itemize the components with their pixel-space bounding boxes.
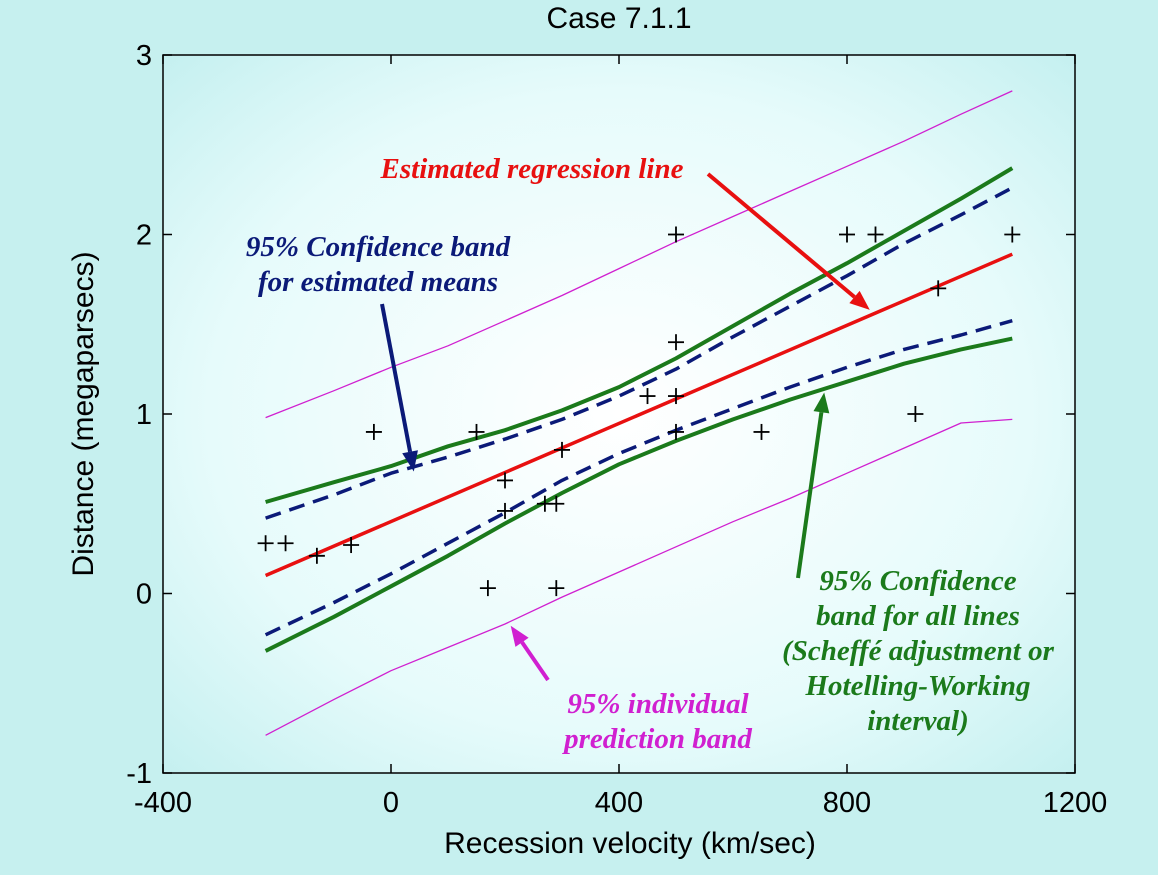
y-axis-label: Distance (megaparsecs): [67, 251, 100, 576]
annotation-confidence-all-lines-line: 95% Confidence: [819, 565, 1016, 597]
axis-ticks: -400 0 400 800 1200 -1 0 1 2 3: [126, 40, 1107, 819]
series-line-regression: [264, 252, 1013, 578]
annotation-confidence-all-lines-line: Hotelling-Working: [804, 670, 1030, 702]
data-point-marker: [930, 280, 947, 297]
annotation-prediction-band-line: 95% individual: [567, 688, 749, 720]
data-point-marker: [1004, 226, 1021, 243]
series-line-pred-lower: [265, 418, 1013, 736]
data-point-marker: [468, 423, 485, 440]
annotation-confidence-means: 95% Confidence band for estimated means: [246, 231, 511, 298]
series-line-ci-lower: [264, 319, 1013, 637]
y-tick-label: 2: [136, 220, 152, 252]
chart-title: Case 7.1.1: [546, 2, 691, 35]
annotation-regression: Estimated regression line: [380, 153, 684, 185]
data-point-marker: [497, 502, 513, 519]
annotation-regression-line: Estimated regression line: [380, 153, 684, 185]
data-point-marker: [907, 406, 924, 422]
annotation-regression-arrow-shaft: [706, 172, 856, 299]
annotations: Estimated regression line 95% Confidence …: [246, 153, 1055, 755]
x-tick-label: 400: [595, 787, 643, 819]
annotation-prediction-band-line: prediction band: [561, 723, 752, 755]
data-point-marker: [365, 423, 382, 440]
annotation-prediction-band: 95% individual prediction band: [561, 688, 752, 755]
data-point-marker: [668, 226, 684, 243]
x-tick-label: 800: [823, 787, 871, 819]
series-line-scheffe-upper: [265, 166, 1014, 504]
data-point-marker: [343, 537, 360, 554]
annotation-confidence-means-arrow-shaft: [380, 303, 413, 453]
annotation-prediction-band-arrow-shaft: [520, 641, 550, 682]
annotation-confidence-all-lines: 95% Confidence band for all lines (Scheffé…: [782, 565, 1054, 737]
x-tick-label: -400: [134, 787, 192, 819]
data-point-marker: [753, 423, 770, 440]
data-point-marker: [867, 226, 884, 243]
series-lines: [264, 90, 1014, 736]
data-point-marker: [548, 580, 565, 597]
x-tick-label: 1200: [1043, 787, 1108, 819]
data-point-marker: [548, 495, 565, 512]
x-tick-label: 0: [383, 787, 399, 819]
y-tick-label: 3: [136, 40, 152, 72]
annotation-confidence-all-lines-arrow-head: [813, 392, 830, 414]
data-points: [257, 226, 1021, 597]
y-tick-label: 1: [136, 399, 152, 431]
x-axis-label: Recession velocity (km/sec): [444, 827, 816, 860]
annotation-confidence-all-lines-line: (Scheffé adjustment or: [782, 635, 1054, 667]
annotation-confidence-all-lines-line: interval): [867, 705, 969, 737]
annotation-confidence-means-line: for estimated means: [258, 266, 498, 298]
data-point-marker: [497, 472, 513, 489]
annotation-confidence-means-line: 95% Confidence band: [246, 231, 511, 263]
annotation-prediction-band-arrow-head: [510, 625, 529, 647]
data-point-marker: [554, 441, 570, 458]
data-point-marker: [668, 334, 684, 351]
series-line-pred-upper: [265, 90, 1013, 419]
data-point-marker: [668, 388, 684, 405]
annotation-confidence-all-lines-line: band for all lines: [816, 600, 1020, 632]
series-line-scheffe-lower: [264, 336, 1013, 653]
series-line-ci-upper: [265, 186, 1014, 520]
annotation-confidence-means-arrow-head: [402, 450, 418, 472]
data-point-marker: [839, 226, 855, 243]
data-point-marker: [277, 535, 294, 552]
data-point-marker: [308, 547, 325, 564]
y-tick-label: 0: [136, 579, 152, 611]
data-point-marker: [668, 423, 684, 440]
data-point-marker: [639, 388, 656, 405]
data-point-marker: [479, 580, 496, 597]
data-point-marker: [257, 535, 274, 552]
annotation-regression-arrow-head: [849, 290, 870, 310]
annotation-confidence-all-lines-arrow-shaft: [796, 411, 824, 579]
y-tick-label: -1: [126, 758, 152, 790]
